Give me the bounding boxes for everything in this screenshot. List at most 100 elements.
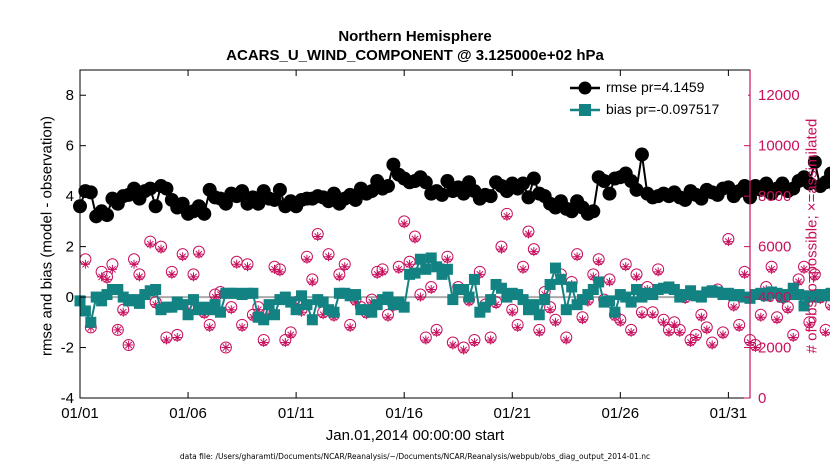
y-right-tick-label: 2000 [758, 340, 791, 357]
legend: rmse pr=4.1459 bias pr=-0.097517 [566, 76, 748, 122]
obs-assimilated-point [496, 244, 506, 254]
bias-point [533, 309, 545, 321]
obs-assimilated-point [205, 322, 215, 332]
x-axis-label: Jan.01,2014 00:00:00 start [325, 427, 505, 444]
rmse-point [521, 190, 536, 205]
bias-point [317, 296, 329, 308]
obs-assimilated-point [172, 332, 182, 342]
obs-assimilated-point [507, 307, 517, 317]
obs-assimilated-point [669, 320, 679, 330]
obs-assimilated-point [345, 322, 355, 332]
bias-point [458, 284, 470, 296]
obs-assimilated-point [243, 262, 252, 272]
obs-assimilated-point [750, 343, 760, 353]
obs-assimilated-point [167, 269, 177, 279]
x-tick-label: 01/26 [602, 405, 640, 422]
obs-assimilated-point [664, 327, 674, 337]
obs-assimilated-point [188, 272, 198, 282]
bias-point [133, 297, 145, 309]
obs-assimilated-point [340, 262, 350, 272]
bias-point [793, 289, 805, 301]
rmse-point [143, 181, 158, 196]
bias-point [798, 300, 810, 312]
rmse-point [197, 206, 212, 221]
obs-assimilated-point [302, 254, 312, 264]
obs-assimilated-point [307, 277, 317, 287]
rmse-point [483, 189, 498, 204]
bias-point [631, 284, 643, 296]
rmse-point [807, 155, 822, 170]
obs-assimilated-point [767, 264, 777, 274]
obs-assimilated-point [410, 234, 420, 244]
obs-assimilated-point [772, 315, 782, 325]
left-y-axis-ticks: -4 -2 0 2 4 6 8 [61, 87, 86, 407]
obs-assimilated-point [334, 272, 344, 282]
obs-assimilated-point [545, 305, 555, 315]
bias-point [366, 306, 378, 318]
bias-point [782, 289, 794, 301]
obs-assimilated-point [259, 337, 269, 347]
bias-point [668, 284, 680, 296]
obs-assimilated-point [226, 305, 236, 315]
bias-point [269, 309, 281, 321]
y-axis-label-left: rmse and bias (model - observation) [38, 115, 56, 357]
obs-assimilated-point [280, 337, 290, 347]
obs-assimilated-point [194, 249, 204, 259]
obs-assimilated-point [702, 325, 712, 335]
obs-assimilated-point [637, 310, 647, 320]
bias-point [263, 299, 275, 311]
rmse-point [526, 171, 541, 186]
x-tick-label: 01/16 [385, 405, 423, 422]
obs-assimilated-point [518, 264, 528, 274]
obs-assimilated-point [129, 259, 139, 269]
bias-point [825, 287, 830, 299]
rmse-point [272, 182, 287, 197]
y-right-tick-label: 0 [758, 390, 766, 407]
legend-item-bias: bias pr=-0.097517 [566, 100, 748, 120]
rmse-point [824, 166, 830, 181]
rmse-point [100, 208, 115, 223]
bias-point [820, 290, 830, 302]
bias-point [544, 278, 556, 290]
chart-title-line-1: Northern Hemisphere [338, 28, 492, 45]
obs-assimilated-point [707, 340, 717, 350]
bias-point [528, 299, 540, 311]
obs-assimilated-point [426, 285, 436, 295]
y-right-tick-label: 6000 [758, 239, 791, 256]
rmse-point [435, 187, 450, 202]
y-left-tick-label: 4 [66, 188, 74, 205]
obs-assimilated-point [469, 337, 479, 347]
legend-label-bias: bias pr=-0.097517 [606, 101, 720, 117]
bias-point [441, 263, 453, 275]
bias-point [209, 299, 221, 311]
rmse-point [456, 186, 471, 201]
y-right-tick-label: 12000 [758, 87, 800, 104]
obs-assimilated-point [399, 219, 409, 229]
bias-series [74, 252, 830, 328]
obs-possible-point [111, 323, 124, 336]
obs-possible-point [122, 339, 135, 352]
obs-assimilated-point [107, 264, 117, 274]
obs-assimilated-point [421, 335, 431, 345]
obs-assimilated-point [253, 305, 263, 315]
rmse-point [348, 192, 363, 207]
rmse-point [418, 175, 433, 190]
obs-assimilated-point [788, 332, 798, 342]
chart-title-line-2: ACARS_U_WIND_COMPONENT @ 3.125000e+02 hP… [226, 47, 604, 64]
bias-point [625, 296, 637, 308]
bias-point [468, 273, 480, 285]
bias-point [96, 295, 108, 307]
bias-point [447, 294, 459, 306]
bias-point [182, 309, 194, 321]
y-right-tick-label: 4000 [758, 289, 791, 306]
obs-assimilated-point [621, 262, 631, 272]
obs-assimilated-point [821, 327, 830, 337]
rmse-point [380, 179, 395, 194]
obs-assimilated-point [394, 264, 404, 274]
right-y-axis-ticks: 0 2000 4000 6000 8000 10000 12000 [744, 70, 800, 407]
obs-assimilated-point [691, 332, 701, 342]
y-left-tick-label: 8 [66, 87, 74, 104]
rmse-point [516, 176, 531, 191]
x-tick-label: 01/31 [710, 405, 748, 422]
